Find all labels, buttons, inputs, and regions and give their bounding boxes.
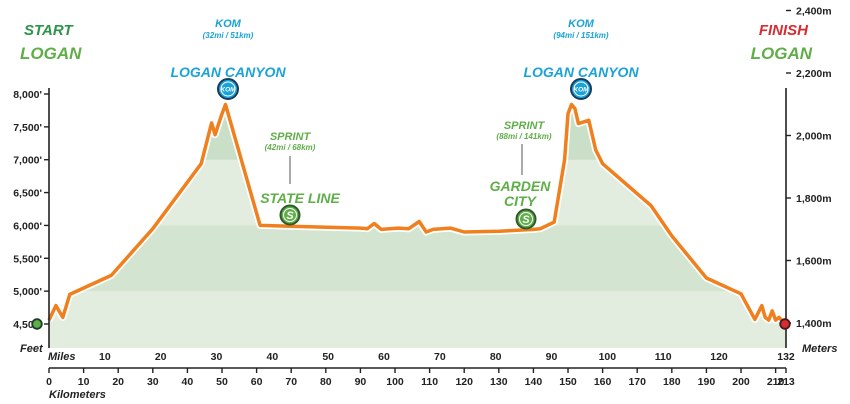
km-tick-label: 70	[285, 376, 297, 388]
miles-tick-label: 60	[378, 351, 390, 363]
km-tick-label: 40	[182, 376, 194, 388]
sprint1-badge-text: S	[286, 210, 294, 222]
sprint2-distance: (88mi / 141km)	[496, 132, 551, 141]
km-tick-label: 100	[386, 376, 404, 388]
km-tick-label: 190	[698, 376, 716, 388]
km-tick-label: 213	[777, 376, 795, 388]
left-tick-label: 6,000'	[13, 220, 42, 232]
right-tick-label: 1,800m	[796, 193, 832, 205]
left-tick-label: 8,000'	[13, 89, 42, 101]
sprint1-badge-icon: S	[279, 204, 301, 226]
miles-tick-label: 90	[546, 351, 558, 363]
kom2-name: LOGAN CANYON	[523, 64, 639, 80]
miles-tick-label: 80	[490, 351, 502, 363]
kom1-badge-icon: KOM	[217, 78, 239, 100]
left-axis-ticks: 4,500'5,000'5,500'6,000'6,500'7,000'7,50…	[13, 89, 49, 331]
km-tick-label: 160	[594, 376, 612, 388]
kom1-title: KOM	[215, 18, 242, 30]
sprint2-name-line1: GARDEN	[490, 178, 552, 194]
km-tick-label: 30	[147, 376, 159, 388]
kom1-name: LOGAN CANYON	[170, 64, 286, 80]
start-place: LOGAN	[20, 44, 82, 63]
right-tick-label: 1,400m	[796, 318, 832, 330]
km-tick-label: 60	[251, 376, 263, 388]
left-tick-label: 5,500'	[13, 253, 42, 265]
right-tick-label: 2,200m	[796, 68, 832, 80]
km-tick-label: 180	[663, 376, 681, 388]
km-tick-label: 80	[320, 376, 332, 388]
miles-axis-label: Miles	[48, 351, 76, 363]
right-tick-label: 2,000m	[796, 131, 832, 143]
kilometers-axis-label: Kilometers	[49, 389, 106, 401]
sprint1-title: SPRINT	[270, 131, 312, 143]
miles-tick-label: 10	[99, 351, 111, 363]
km-tick-label: 0	[46, 376, 52, 388]
miles-axis-ticks: 10 20 30 40 50 60 70 80 90 100 110 120 132	[99, 351, 795, 363]
kom1-distance: (32mi / 51km)	[203, 31, 254, 40]
finish-marker-icon	[779, 318, 791, 330]
miles-tick-label: 70	[434, 351, 446, 363]
left-tick-label: 6,500'	[13, 188, 42, 200]
km-tick-label: 150	[559, 376, 577, 388]
elevation-profile	[45, 101, 788, 348]
finish-title: FINISH	[759, 22, 809, 39]
kom2-title: KOM	[568, 18, 595, 30]
sprint1-name: STATE LINE	[260, 190, 340, 206]
miles-tick-label: 132	[777, 351, 795, 363]
miles-tick-label: 50	[322, 351, 334, 363]
sprint2-badge-text: S	[522, 214, 530, 226]
meters-axis-label: Meters	[802, 343, 837, 355]
elevation-band	[49, 225, 786, 292]
feet-axis-label: Feet	[20, 343, 44, 355]
finish-place: LOGAN	[751, 44, 813, 63]
left-tick-label: 7,000'	[13, 155, 42, 167]
km-tick-label: 110	[421, 376, 438, 388]
kom2-badge-text: KOM	[573, 87, 589, 94]
kom2-distance: (94mi / 151km)	[553, 31, 608, 40]
miles-tick-label: 110	[655, 351, 672, 363]
elevation-band	[49, 104, 786, 160]
km-tick-label: 200	[732, 376, 750, 388]
axes	[48, 88, 787, 369]
start-marker-icon	[31, 318, 43, 330]
km-tick-label: 130	[490, 376, 508, 388]
km-tick-label: 50	[216, 376, 228, 388]
miles-tick-label: 100	[599, 351, 617, 363]
miles-tick-label: 20	[155, 351, 167, 363]
km-tick-label: 120	[455, 376, 473, 388]
sprint2-name-line2: CITY	[504, 193, 538, 209]
km-tick-label: 20	[112, 376, 124, 388]
km-tick-label: 140	[525, 376, 543, 388]
km-axis-ticks: 0 10 20 30 40 50 60 70 80 90 100 110 120 130 140 150 160…	[46, 368, 795, 388]
left-tick-label: 7,500'	[13, 122, 42, 134]
miles-tick-label: 30	[211, 351, 223, 363]
elevation-line	[47, 102, 787, 324]
left-tick-label: 5,000'	[13, 286, 42, 298]
right-tick-label: 2,400m	[796, 6, 832, 18]
elevation-bands	[49, 104, 786, 292]
sprint2-title: SPRINT	[504, 120, 546, 132]
km-tick-label: 170	[628, 376, 646, 388]
right-tick-label: 1,600m	[796, 256, 832, 268]
sprint1-distance: (42mi / 68km)	[265, 143, 316, 152]
km-tick-label: 10	[78, 376, 90, 388]
kom1-badge-text: KOM	[220, 87, 236, 94]
miles-tick-label: 40	[266, 351, 278, 363]
km-tick-label: 90	[355, 376, 367, 388]
miles-tick-label: 120	[710, 351, 728, 363]
start-title: START	[24, 22, 74, 39]
right-axis-ticks: 1,400m 1,600m 1,800m 2,000m 2,200m 2,400m	[786, 6, 832, 330]
sprint2-badge-icon: S	[515, 208, 537, 230]
kom2-badge-icon: KOM	[570, 78, 592, 100]
km-tick-label: 210	[767, 376, 785, 388]
